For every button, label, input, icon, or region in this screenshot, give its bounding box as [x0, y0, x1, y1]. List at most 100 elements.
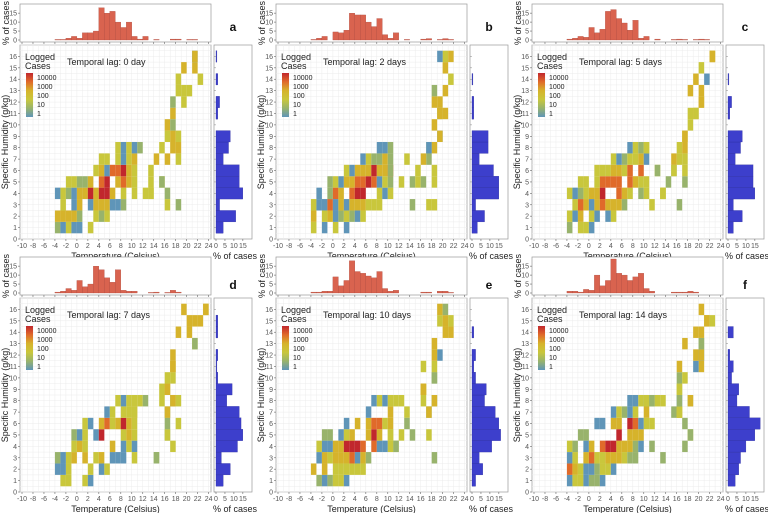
top-hist-bar: [349, 260, 355, 294]
xtick-label: 0: [75, 243, 79, 250]
legend-colorbar: [26, 73, 33, 117]
legend-title-line-1: Logged: [281, 305, 311, 315]
heatmap-tile: [170, 130, 176, 142]
side-hist-bar: [215, 73, 218, 86]
heatmap-tile: [376, 199, 383, 211]
heatmap-tile: [676, 383, 683, 395]
heatmap-tile: [577, 429, 584, 441]
ytick-label: 14: [521, 330, 529, 337]
ytick-label: 13: [265, 341, 273, 348]
xtick-label: -4: [52, 496, 58, 503]
heatmap-tile: [365, 176, 372, 188]
heatmap-tile: [426, 142, 432, 154]
top-hist-bar: [82, 32, 89, 41]
heatmap-tile: [338, 176, 344, 188]
ytick-label: 9: [525, 387, 529, 394]
top-hist-ylabel: % of cases: [257, 0, 267, 45]
xtick-label: -6: [41, 243, 47, 250]
ytick-label: 14: [9, 77, 17, 84]
ytick-label: 0: [13, 490, 17, 497]
ytick-label: 16: [521, 307, 529, 314]
side-hist-bar: [727, 451, 741, 464]
top-hist-bar: [338, 32, 345, 41]
heatmap-tile: [82, 474, 88, 487]
heatmap-tile: [583, 474, 589, 487]
xtick-label: 2: [598, 496, 602, 503]
side-hist-bar: [727, 406, 750, 418]
xtick-label: -2: [575, 243, 581, 250]
heatmap-tile: [115, 417, 121, 430]
heatmap-tile: [627, 440, 633, 453]
side-hist-bar: [215, 96, 220, 108]
legend-label: 10000: [293, 328, 313, 335]
legend-label: 1000: [549, 84, 565, 91]
heatmap-tile: [104, 187, 110, 200]
heatmap-tile: [104, 417, 110, 430]
heatmap-tile: [616, 187, 622, 200]
xtick-label: 0: [587, 243, 591, 250]
xtick-label: -8: [542, 243, 548, 250]
side-hist-bar: [727, 349, 730, 361]
legend-label: 1: [37, 364, 41, 371]
heatmap-tile: [109, 452, 116, 464]
side-hist-xtick-label: 10: [230, 496, 238, 503]
side-hist-bar: [471, 429, 501, 441]
heatmap-tile: [327, 187, 333, 200]
top-hist-bar: [632, 276, 639, 294]
top-hist-bar: [76, 38, 83, 41]
heatmap-tile: [627, 164, 633, 177]
heatmap-tile: [87, 417, 94, 430]
heatmap-tile: [431, 349, 438, 361]
heatmap-tile: [382, 417, 388, 430]
heatmap-tile: [566, 210, 573, 222]
heatmap-tile: [376, 395, 383, 407]
xtick-label: 20: [439, 243, 447, 250]
top-hist-bar: [360, 14, 366, 41]
heatmap-tile: [349, 440, 355, 453]
heatmap-tile: [382, 142, 388, 154]
top-hist-bar: [98, 7, 105, 41]
heatmap-tile: [448, 50, 454, 63]
heatmap-tile: [197, 73, 204, 85]
heatmap-tile: [109, 440, 116, 453]
top-hist-bar: [387, 38, 394, 41]
top-hist-bar: [87, 283, 94, 294]
top-hist-bar: [98, 269, 105, 294]
xtick-label: -6: [553, 243, 559, 250]
heatmap-tile: [632, 417, 639, 430]
heatmap-tile: [321, 440, 328, 453]
ytick-label: 10: [265, 375, 273, 382]
heatmap-tile: [627, 406, 633, 418]
ytick-label: 6: [525, 168, 529, 175]
heatmap-tile: [104, 153, 110, 165]
top-hist-bar: [327, 291, 334, 294]
top-hist-ytick-label: 15: [9, 11, 17, 18]
heatmap-tile: [594, 474, 600, 487]
side-hist-bar: [727, 73, 730, 86]
heatmap-tile: [566, 221, 573, 234]
heatmap-tile: [583, 429, 589, 441]
heatmap-tile: [71, 199, 77, 211]
heatmap-tile: [610, 199, 617, 211]
ytick-label: 6: [13, 421, 17, 428]
xtick-label: 22: [450, 496, 458, 503]
legend-label: 100: [293, 346, 305, 353]
heatmap-tile: [426, 153, 432, 165]
heatmap-tile: [594, 199, 600, 211]
heatmap-tile: [420, 360, 427, 373]
heatmap-tile: [76, 176, 83, 188]
heatmap-tile: [671, 406, 677, 418]
top-hist-ytick-label: 5: [13, 282, 17, 289]
panel-label: b: [485, 20, 492, 34]
heatmap-tile: [577, 474, 584, 487]
ytick-label: 15: [265, 318, 273, 325]
heatmap-tile: [376, 187, 383, 200]
heatmap-tile: [82, 429, 88, 441]
heatmap-tile: [120, 164, 127, 177]
top-hist-bar: [316, 291, 323, 294]
heatmap-tile: [682, 417, 688, 430]
heatmap-tile: [643, 142, 650, 154]
side-hist-bar: [471, 221, 478, 234]
heatmap-tile: [98, 176, 105, 188]
ytick-label: 13: [9, 88, 17, 95]
